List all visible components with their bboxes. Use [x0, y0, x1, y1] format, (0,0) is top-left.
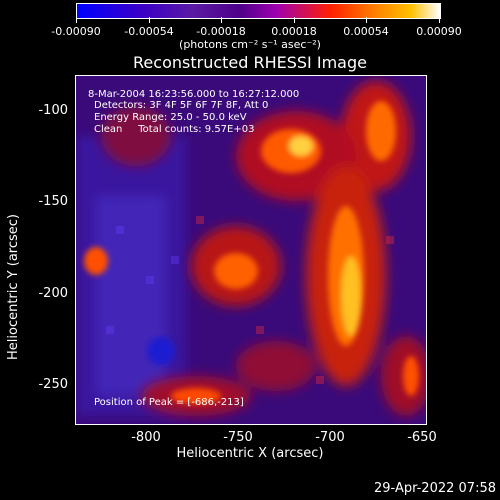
x-tick-label: -700	[315, 430, 345, 445]
colorbar-tick-label: -0.00018	[196, 25, 246, 38]
time-range-annotation: 8-Mar-2004 16:23:56.000 to 16:27:12.000	[88, 89, 300, 100]
y-tick-label: -250	[38, 377, 68, 392]
colorbar-tick-label: -0.00054	[124, 25, 174, 38]
x-tick-label: -750	[223, 430, 253, 445]
y-tick-label: -100	[38, 103, 68, 118]
x-tick-label: -800	[131, 430, 161, 445]
colorbar-tick-label: 0.00054	[343, 25, 389, 38]
energy-range-annotation: Energy Range: 25.0 - 50.0 keV	[94, 112, 247, 123]
image-title: Reconstructed RHESSI Image	[133, 53, 367, 72]
colorbar-tick-label: 0.00090	[416, 25, 462, 38]
peak-position-annotation: Position of Peak = [-686,-213]	[94, 397, 244, 408]
colorbar-tick-label: 0.00018	[271, 25, 317, 38]
y-axis: -100 -150 -200 -250	[0, 0, 75, 500]
colorbar	[76, 3, 441, 19]
colorbar-unit-label: (photons cm⁻² s⁻¹ asec⁻²)	[179, 38, 321, 51]
x-tick-label: -650	[407, 430, 437, 445]
clean-counts-annotation: Clean Total counts: 9.57E+03	[94, 124, 255, 135]
detectors-annotation: Detectors: 3F 4F 5F 6F 7F 8F, Att 0	[94, 100, 269, 111]
reconstructed-image-texture	[76, 76, 426, 424]
y-tick-label: -150	[38, 194, 68, 209]
render-date: 29-Apr-2022 07:58	[374, 481, 496, 496]
colorbar-tick-label: -0.00090	[51, 25, 101, 38]
x-axis-label: Heliocentric X (arcsec)	[176, 446, 324, 461]
y-tick-label: -200	[38, 286, 68, 301]
y-axis-label: Heliocentric Y (arcsec)	[6, 214, 21, 360]
colorbar-ticks: -0.00090 -0.00054 -0.00018 0.00018 0.000…	[0, 0, 500, 40]
x-axis: -800 -750 -700 -650	[0, 425, 500, 445]
solar-image-plot: 8-Mar-2004 16:23:56.000 to 16:27:12.000 …	[75, 75, 427, 425]
